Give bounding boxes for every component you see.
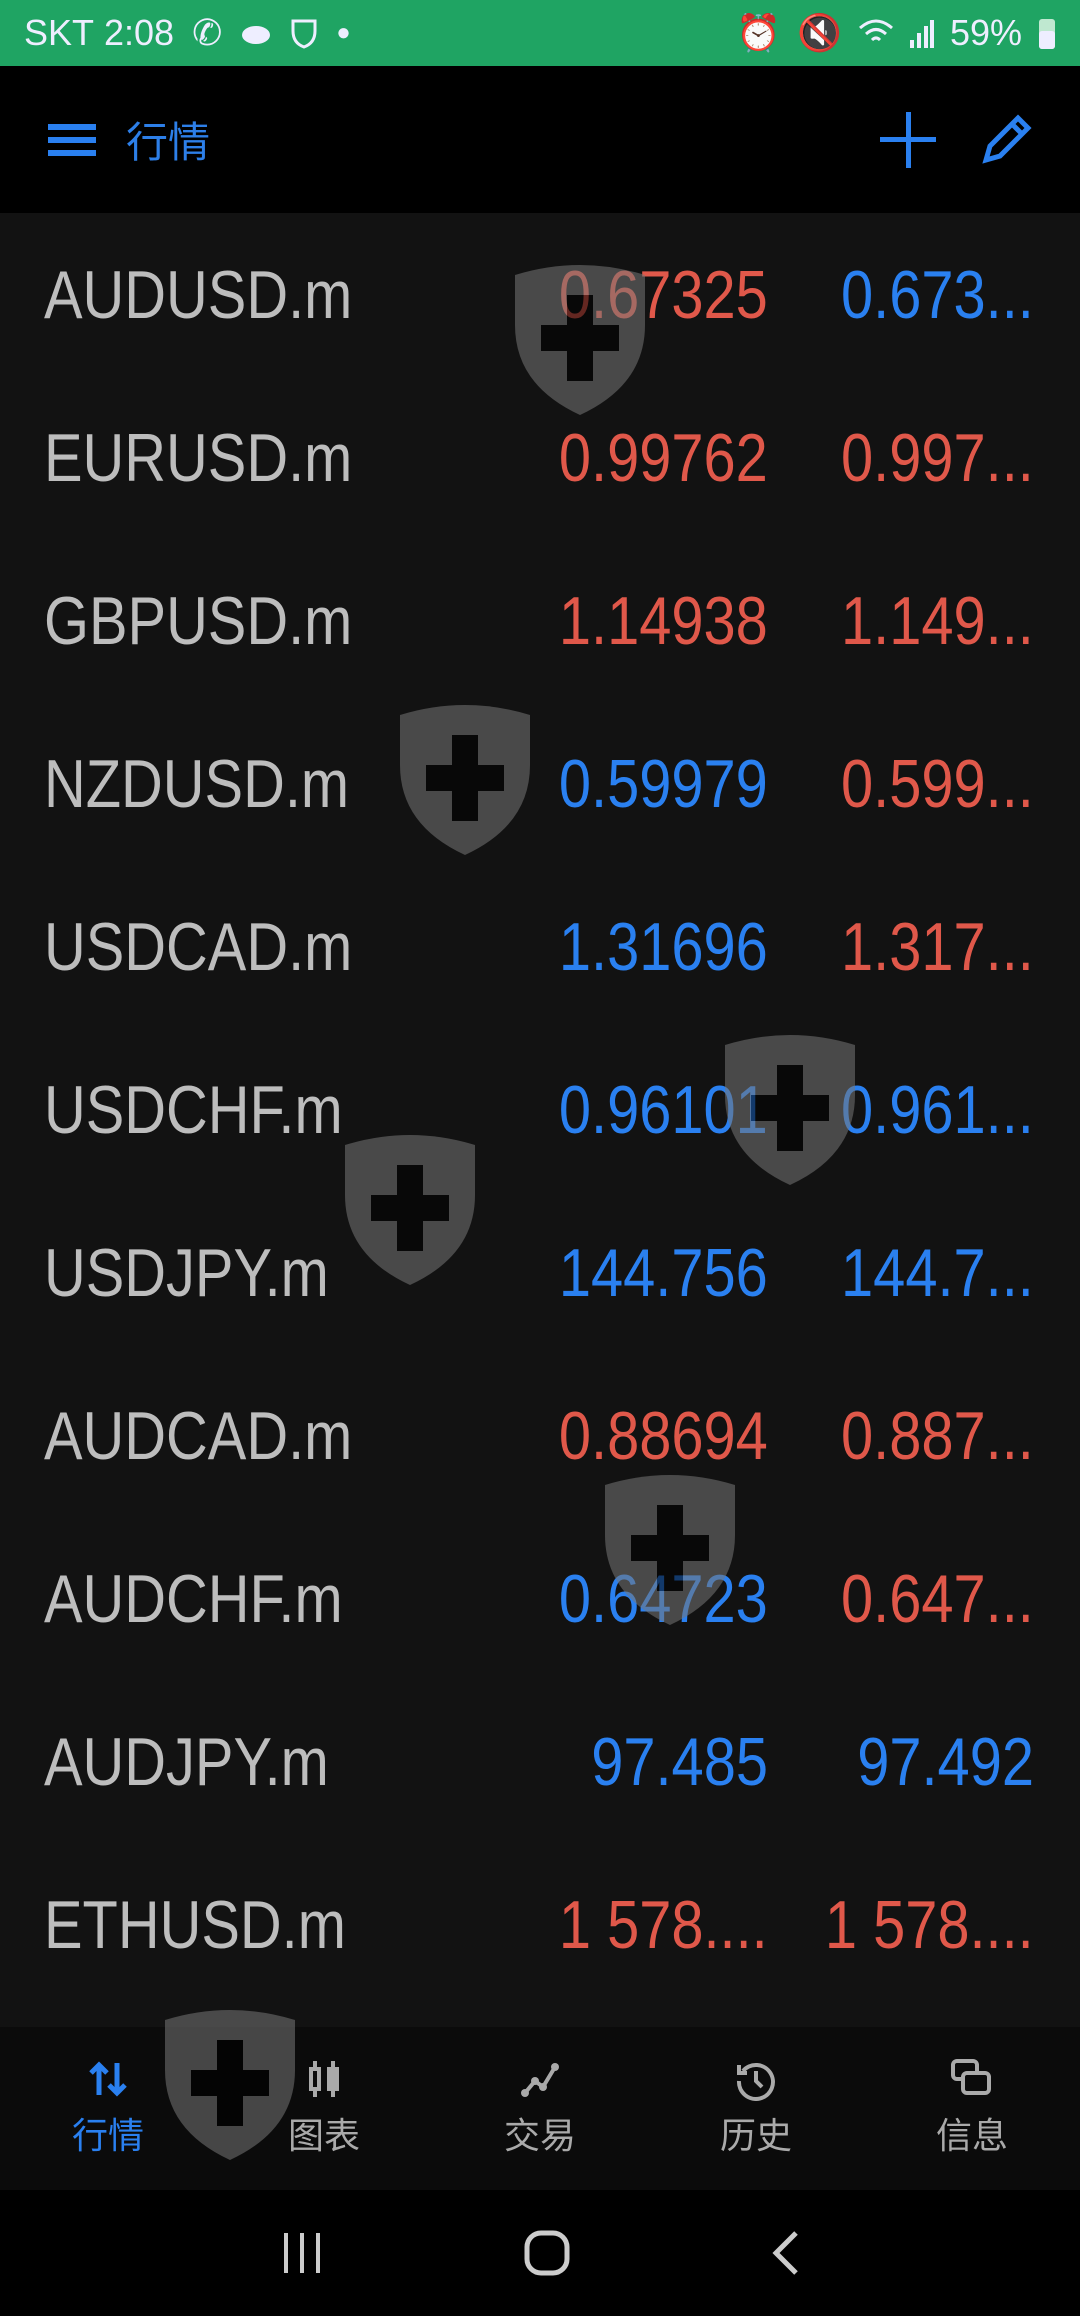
bid-price: 144.756 [559, 1234, 768, 1311]
wifi-icon [858, 19, 893, 42]
symbol: AUDJPY.m [44, 1723, 329, 1800]
battery-icon [1039, 19, 1055, 49]
tab-label: 历史 [719, 2114, 792, 2156]
ask-price: 1.149... [841, 582, 1034, 659]
bid-price: 0.59979 [559, 745, 768, 822]
bid-price: 97.485 [591, 1723, 768, 1800]
add-icon[interactable] [880, 111, 936, 168]
ask-price: 0.887... [841, 1397, 1034, 1474]
bottom-nav: 行情 图表 交易 历史 信息 [0, 2027, 1080, 2190]
quote-row[interactable]: AUDUSD.m 0.67325 0.673... [0, 213, 1080, 376]
symbol: GBPUSD.m [44, 582, 353, 659]
symbol: USDJPY.m [44, 1234, 329, 1311]
ask-price: 0.647... [841, 1560, 1034, 1637]
quote-row[interactable]: GBPUSD.m 1.14938 1.149... [0, 539, 1080, 702]
battery-level: 59% [949, 12, 1022, 53]
symbol: USDCAD.m [44, 908, 353, 985]
system-nav-bar [0, 2190, 1080, 2316]
quotes-list: AUDUSD.m 0.67325 0.673... EURUSD.m 0.9976… [0, 213, 1080, 2027]
tab-chart[interactable]: 图表 [249, 2059, 399, 2159]
carrier: SKT [24, 12, 95, 53]
ask-price: 144.7... [841, 1234, 1034, 1311]
ask-price: 0.599... [841, 745, 1034, 822]
quote-row[interactable]: AUDJPY.m 97.485 97.492 [0, 1680, 1080, 1843]
symbol: AUDCHF.m [44, 1560, 343, 1637]
bid-price: 0.67325 [559, 256, 768, 333]
mute-icon: 🔇 [797, 12, 842, 53]
quotes-icon [89, 2060, 127, 2097]
recent-apps-icon[interactable] [280, 2231, 324, 2275]
bid-price: 1 578.... [559, 1886, 768, 1963]
quote-row[interactable]: NZDUSD.m 0.59979 0.599... [0, 702, 1080, 865]
bid-price: 0.88694 [559, 1397, 768, 1474]
symbol: AUDUSD.m [44, 256, 353, 333]
bid-price: 0.64723 [559, 1560, 768, 1637]
tab-label: 行情 [71, 2114, 144, 2156]
quote-row[interactable]: USDJPY.m 144.756 144.7... [0, 1191, 1080, 1354]
menu-icon[interactable] [48, 120, 96, 160]
tab-quotes[interactable]: 行情 [33, 2059, 183, 2159]
trade-icon [521, 2062, 559, 2097]
quote-row[interactable]: USDCAD.m 1.31696 1.317... [0, 865, 1080, 1028]
bid-price: 1.31696 [559, 908, 768, 985]
status-bar: SKT 2:08 ✆ ● ⏰ 🔇 59% [0, 0, 1080, 66]
ask-price: 0.673... [841, 256, 1034, 333]
clock: 2:08 [104, 12, 175, 53]
alarm-icon: ⏰ [736, 12, 782, 53]
tab-label: 交易 [503, 2114, 576, 2156]
quote-row[interactable]: USDCHF.m 0.96101 0.961... [0, 1028, 1080, 1191]
signal-icon [909, 20, 934, 48]
quote-row[interactable]: EURUSD.m 0.99762 0.997... [0, 376, 1080, 539]
symbol: AUDCAD.m [44, 1397, 353, 1474]
tab-trade[interactable]: 交易 [465, 2059, 615, 2159]
tab-messages[interactable]: 信息 [897, 2058, 1047, 2159]
tab-history[interactable]: 历史 [681, 2059, 831, 2159]
page-title: 行情 [126, 119, 211, 166]
symbol: ETHUSD.m [44, 1886, 346, 1963]
shield-icon [291, 19, 317, 49]
cloud-icon [242, 26, 271, 44]
symbol: USDCHF.m [44, 1071, 343, 1148]
ask-price: 0.997... [841, 419, 1034, 496]
symbol: EURUSD.m [44, 419, 353, 496]
dot-icon: ● [336, 19, 351, 46]
quote-row[interactable]: AUDCHF.m 0.64723 0.647... [0, 1517, 1080, 1680]
ask-price: 97.492 [857, 1723, 1034, 1800]
messages-icon [951, 2058, 991, 2095]
bid-price: 0.96101 [559, 1071, 768, 1148]
phone-icon: ✆ [192, 12, 223, 53]
bid-price: 0.99762 [559, 419, 768, 496]
history-icon [736, 2062, 775, 2101]
symbol: NZDUSD.m [44, 745, 350, 822]
top-app-bar: 行情 [0, 66, 1080, 213]
ask-price: 1.317... [841, 908, 1034, 985]
chart-icon [309, 2060, 339, 2097]
bid-price: 1.14938 [559, 582, 768, 659]
tab-label: 图表 [287, 2114, 360, 2156]
quote-row[interactable]: ETHUSD.m 1 578.... 1 578.... [0, 1843, 1080, 2006]
quote-row[interactable]: AUDCAD.m 0.88694 0.887... [0, 1354, 1080, 1517]
tab-label: 信息 [935, 2114, 1008, 2156]
back-icon[interactable] [770, 2230, 800, 2276]
ask-price: 1 578.... [825, 1886, 1034, 1963]
edit-icon[interactable] [980, 113, 1032, 166]
ask-price: 0.961... [841, 1071, 1034, 1148]
home-icon[interactable] [524, 2230, 570, 2276]
